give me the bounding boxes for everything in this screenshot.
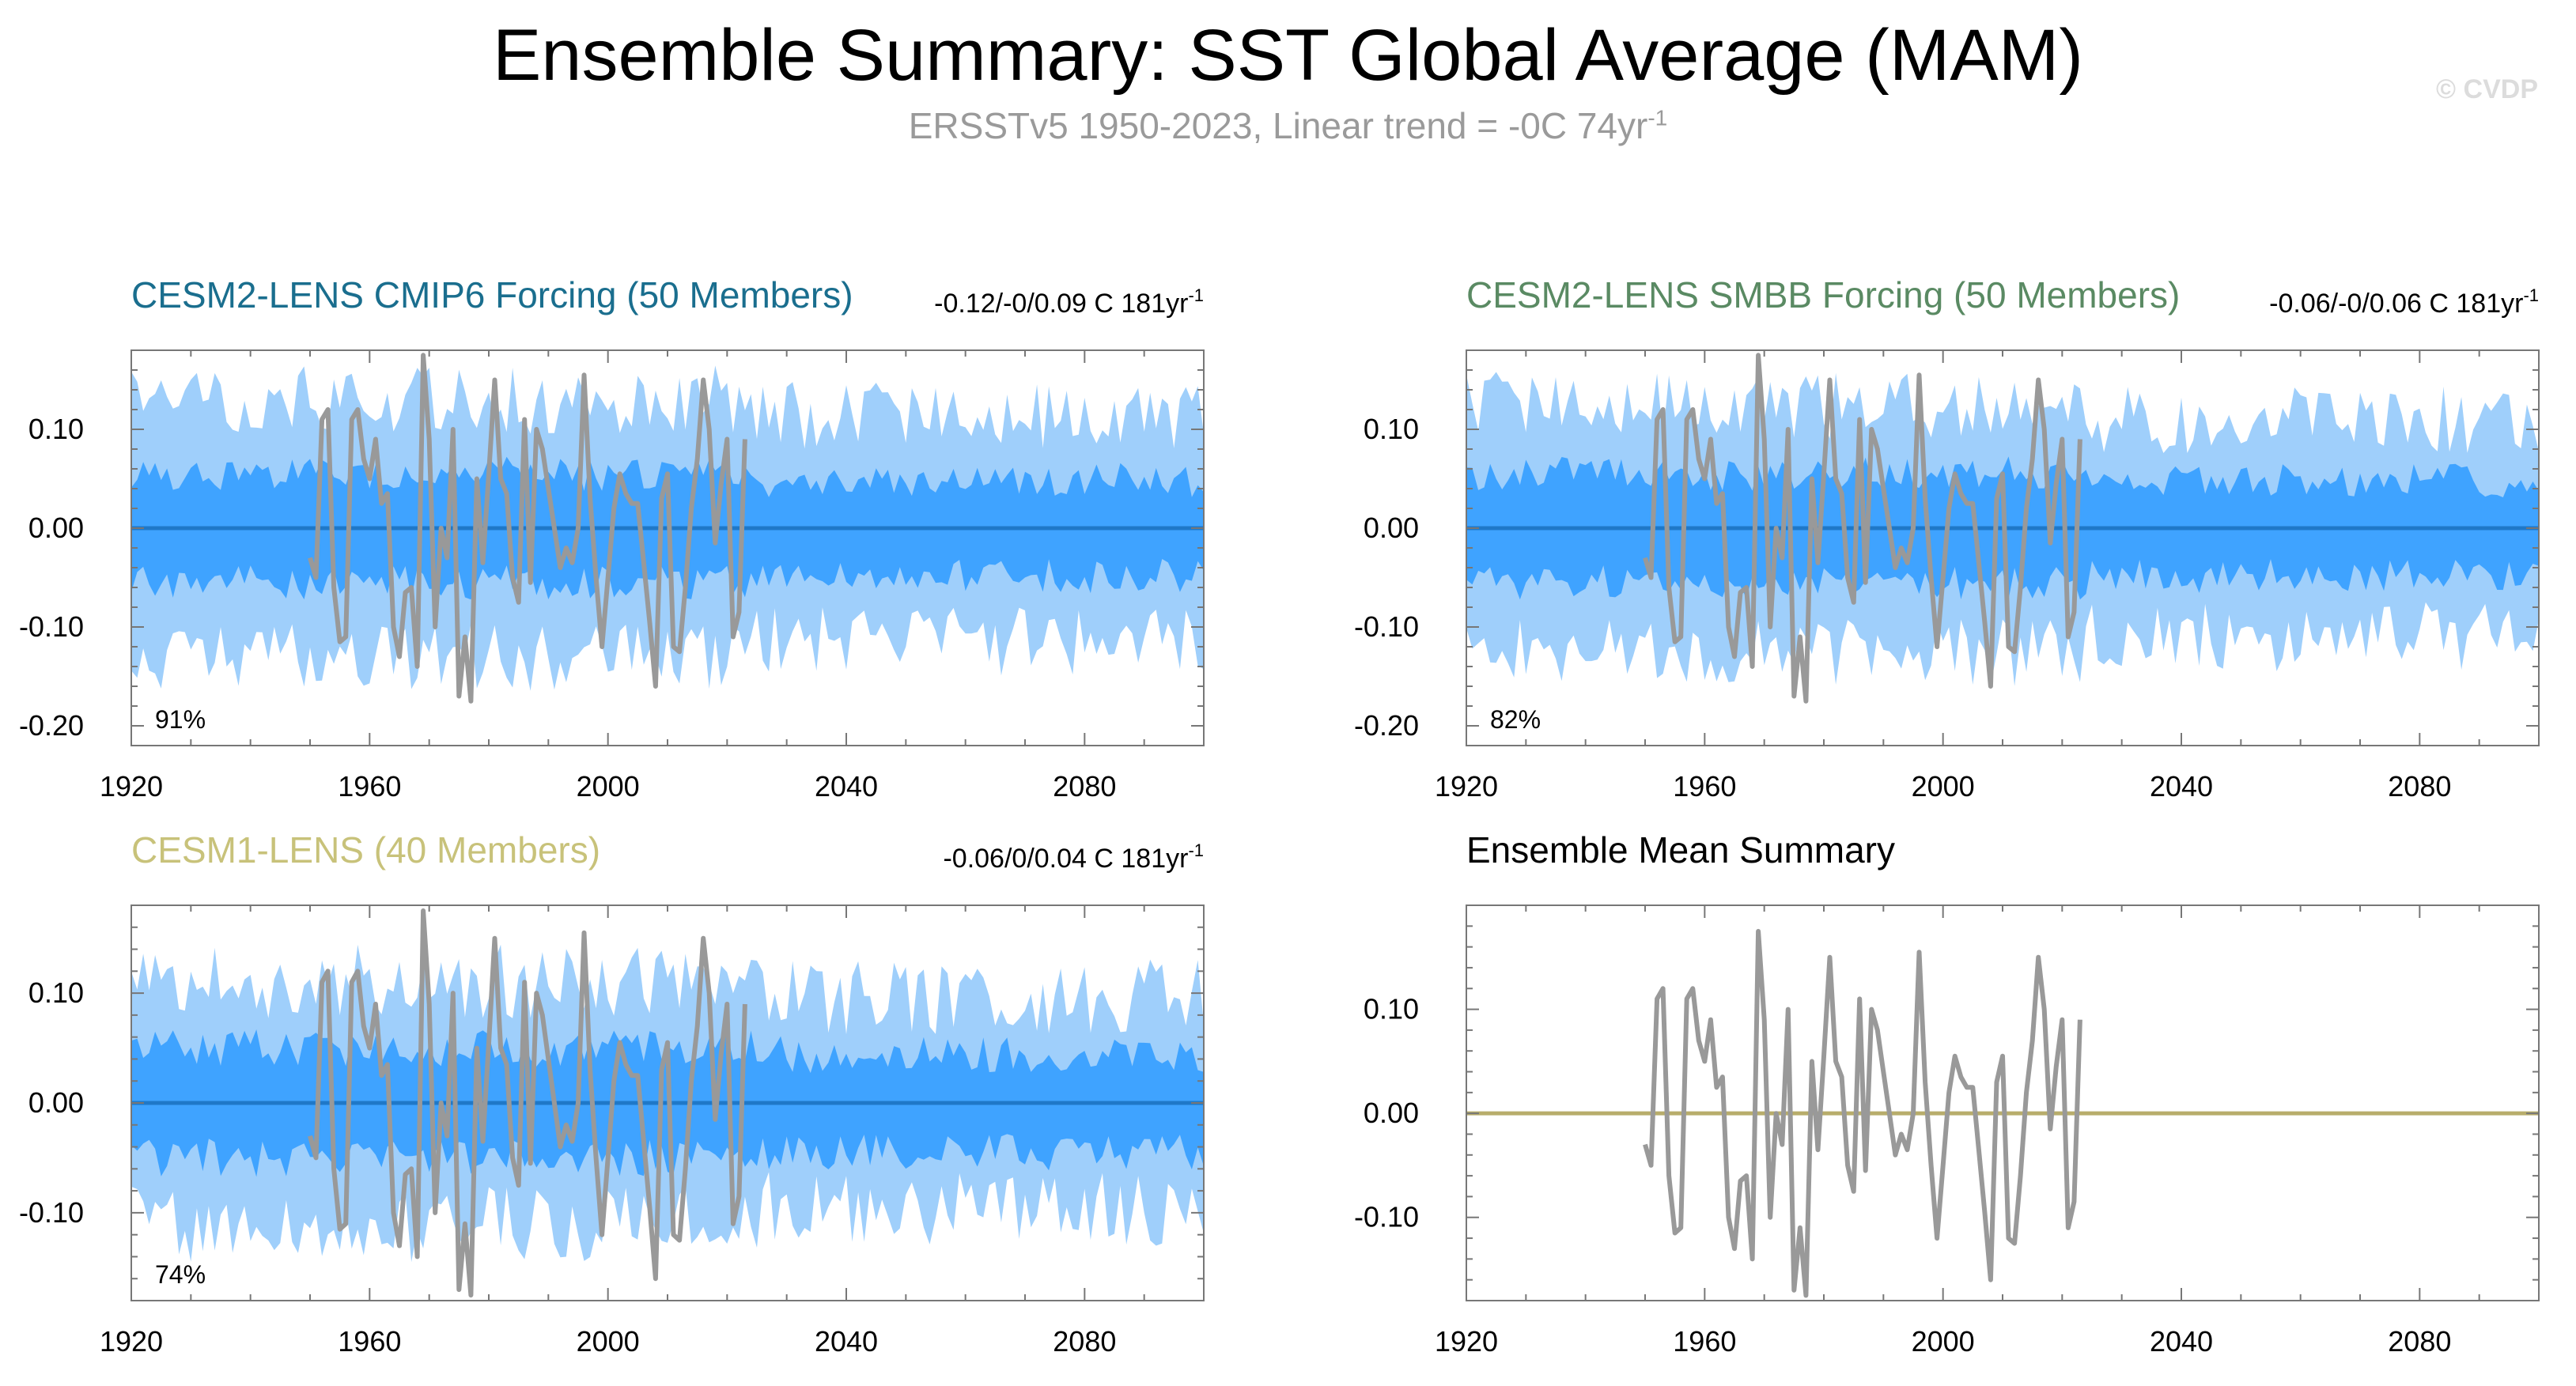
y-tick-label: 0.10 <box>28 413 84 445</box>
x-tick-label: 2040 <box>2150 770 2213 803</box>
trend-label: -0.06/0/0.04 C 181yr-1 <box>943 840 1204 874</box>
x-tick-label: 1960 <box>1673 1325 1736 1358</box>
trend-superscript: -1 <box>2523 285 2539 305</box>
y-tick-label: 0.10 <box>1364 413 1419 445</box>
x-tick-label: 2080 <box>1053 770 1116 803</box>
observations-line <box>308 908 747 1298</box>
x-tick-label: 2080 <box>2388 1325 2451 1358</box>
panel-title: Ensemble Mean Summary <box>1466 829 1895 870</box>
x-tick-label: 1960 <box>338 770 401 803</box>
main-title: Ensemble Summary: SST Global Average (MA… <box>492 15 2084 96</box>
subtitle: ERSSTv5 1950-2023, Linear trend = -0C 74… <box>0 104 2576 147</box>
trend-label: -0.06/-0/0.06 C 181yr-1 <box>2269 285 2539 319</box>
x-tick-label: 2040 <box>2150 1325 2213 1358</box>
y-tick-label: 0.10 <box>28 976 84 1009</box>
trend-text: -0.12/-0/0.09 C 181yr <box>934 289 1188 319</box>
y-tick-label: 0.00 <box>1364 512 1419 544</box>
y-tick-label: -0.20 <box>1354 709 1419 742</box>
trend-text: -0.06/0/0.04 C 181yr <box>943 844 1188 874</box>
panel-title: CESM2-LENS SMBB Forcing (50 Members) <box>1466 274 2180 315</box>
y-tick-label: -0.10 <box>1354 1201 1419 1233</box>
observations-line <box>308 353 747 704</box>
y-tick-label: -0.20 <box>19 709 84 742</box>
x-tick-label: 2000 <box>1912 770 1975 803</box>
subtitle-text: ERSSTv5 1950-2023, Linear trend = -0C 74… <box>908 105 1648 146</box>
x-tick-label: 2080 <box>2388 770 2451 803</box>
panel-title: CESM1-LENS (40 Members) <box>131 829 600 870</box>
y-tick-label: 0.10 <box>1364 993 1419 1025</box>
x-tick-label: 2080 <box>1053 1325 1116 1358</box>
y-tick-label: -0.10 <box>19 610 84 643</box>
x-tick-label: 1960 <box>338 1325 401 1358</box>
subtitle-superscript: -1 <box>1647 105 1668 130</box>
x-tick-label: 1920 <box>100 1325 163 1358</box>
x-tick-label: 2000 <box>577 770 640 803</box>
y-tick-label: 0.00 <box>28 1086 84 1119</box>
trend-superscript: -1 <box>1188 840 1204 860</box>
x-tick-label: 1960 <box>1673 770 1736 803</box>
panel-summary: Ensemble Mean Summary 1920 1960 2000 2040 208… <box>1354 829 2540 1358</box>
x-tick-label: 2040 <box>815 1325 878 1358</box>
observations-line <box>1643 353 2082 704</box>
percentile-label: 91% <box>155 705 206 734</box>
x-tick-label: 1920 <box>1435 1325 1498 1358</box>
x-tick-label: 2000 <box>577 1325 640 1358</box>
panel-smbb: CESM2-LENS SMBB Forcing (50 Members) -0.0… <box>1354 274 2540 803</box>
trend-superscript: -1 <box>1188 285 1204 305</box>
y-tick-label: -0.10 <box>1354 610 1419 643</box>
x-tick-label: 1920 <box>100 770 163 803</box>
y-tick-label: 0.00 <box>28 512 84 544</box>
trend-label: -0.12/-0/0.09 C 181yr-1 <box>934 285 1204 319</box>
x-tick-label: 2000 <box>1912 1325 1975 1358</box>
panel-cesm1: CESM1-LENS (40 Members) -0.06/0/0.04 C 18… <box>19 829 1205 1358</box>
y-tick-label: 0.00 <box>1364 1097 1419 1129</box>
trend-text: -0.06/-0/0.06 C 181yr <box>2269 289 2523 319</box>
panel-title: CESM2-LENS CMIP6 Forcing (50 Members) <box>131 274 853 315</box>
panel-cmip6: CESM2-LENS CMIP6 Forcing (50 Members) -0.… <box>19 274 1205 803</box>
percentile-label: 74% <box>155 1260 206 1289</box>
percentile-label: 82% <box>1490 705 1541 734</box>
x-tick-label: 1920 <box>1435 770 1498 803</box>
y-tick-label: -0.10 <box>19 1196 84 1229</box>
watermark: © CVDP <box>2436 74 2538 104</box>
x-tick-label: 2040 <box>815 770 878 803</box>
observations-line <box>1643 928 2082 1298</box>
